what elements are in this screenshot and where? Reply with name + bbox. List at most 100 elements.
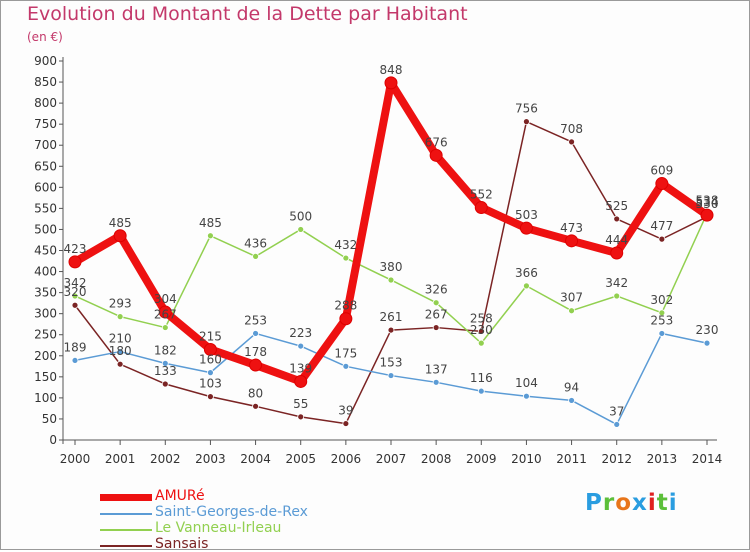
- data-label: 534: [696, 195, 719, 209]
- data-label: 436: [244, 236, 267, 250]
- data-point: [161, 324, 169, 331]
- data-point: [297, 342, 305, 350]
- y-tick-label: 50: [42, 412, 57, 426]
- data-point: [252, 252, 259, 260]
- y-tick-label: 100: [34, 391, 57, 405]
- y-tick-label: 550: [34, 201, 57, 215]
- data-label: 293: [109, 297, 132, 311]
- data-point: [700, 208, 714, 222]
- data-label: 756: [515, 102, 538, 116]
- data-point: [568, 307, 575, 315]
- x-tick-label: 2001: [105, 452, 136, 466]
- data-label: 366: [515, 266, 538, 280]
- x-tick-label: 2011: [556, 452, 587, 466]
- x-tick-label: 2013: [647, 452, 678, 466]
- x-tick-label: 2002: [150, 452, 181, 466]
- data-point: [252, 330, 259, 337]
- data-point: [568, 397, 575, 404]
- data-point: [477, 387, 485, 395]
- logo-letter: P: [585, 490, 603, 516]
- legend-swatch: [100, 494, 152, 501]
- data-point: [71, 292, 79, 300]
- x-tick-label: 2006: [331, 452, 362, 466]
- y-tick-label: 900: [34, 54, 57, 68]
- data-label: 133: [154, 364, 177, 378]
- data-point: [432, 378, 440, 386]
- data-label: 137: [425, 362, 448, 376]
- data-label: 230: [470, 323, 493, 337]
- data-point: [161, 359, 169, 367]
- data-label: 153: [380, 356, 403, 370]
- x-tick-label: 2003: [195, 452, 226, 466]
- data-label: 182: [154, 343, 177, 357]
- data-label: 253: [650, 313, 673, 327]
- data-point: [387, 326, 395, 334]
- data-point: [432, 299, 440, 307]
- logo-letter: i: [668, 490, 678, 516]
- data-label: 552: [470, 188, 493, 202]
- x-tick-label: 2008: [421, 452, 452, 466]
- x-tick-label: 2000: [60, 452, 91, 466]
- data-point: [297, 226, 305, 233]
- logo-letter: x: [632, 490, 648, 516]
- data-label: 55: [293, 397, 308, 411]
- x-tick-label: 2014: [692, 452, 723, 466]
- data-label: 160: [199, 353, 222, 367]
- data-point: [342, 254, 350, 262]
- data-label: 477: [650, 219, 673, 233]
- data-label: 432: [334, 238, 357, 252]
- data-point: [249, 358, 263, 372]
- legend-label: AMURé: [155, 488, 205, 504]
- y-tick-label: 300: [34, 307, 57, 321]
- data-label: 538: [696, 193, 719, 207]
- data-point: [207, 393, 214, 401]
- data-label: 444: [605, 233, 628, 247]
- legend-label: Sansais: [155, 536, 209, 552]
- data-point: [477, 327, 485, 335]
- data-point: [658, 309, 666, 317]
- data-label: 503: [515, 208, 538, 222]
- y-tick-label: 150: [34, 370, 57, 384]
- data-point: [342, 362, 350, 370]
- legend-swatch: [100, 545, 152, 547]
- data-label: 326: [425, 283, 448, 297]
- data-label: 94: [564, 380, 579, 394]
- data-point: [477, 339, 485, 347]
- data-label: 307: [560, 291, 583, 305]
- x-tick-label: 2007: [376, 452, 407, 466]
- data-point: [203, 342, 217, 356]
- y-tick-label: 600: [34, 180, 57, 194]
- data-label: 39: [338, 404, 353, 418]
- data-point: [161, 380, 169, 388]
- data-label: 178: [244, 345, 267, 359]
- x-tick-label: 2010: [511, 452, 542, 466]
- x-tick-label: 2009: [466, 452, 497, 466]
- x-tick-label: 2005: [285, 452, 316, 466]
- y-tick-label: 350: [34, 286, 57, 300]
- data-label: 223: [289, 326, 312, 340]
- data-point: [610, 246, 624, 260]
- logo-letter: i: [647, 490, 657, 516]
- data-point: [158, 305, 172, 319]
- data-label: 525: [605, 199, 628, 213]
- data-point: [71, 357, 79, 364]
- data-label: 380: [380, 260, 403, 274]
- y-tick-label: 800: [34, 96, 57, 110]
- logo-letter: t: [656, 490, 669, 516]
- data-point: [523, 282, 530, 290]
- data-point: [387, 372, 395, 379]
- chart-subtitle: (en €): [27, 30, 63, 44]
- data-label: 258: [470, 311, 493, 325]
- data-label: 104: [515, 376, 538, 390]
- data-label: 423: [64, 242, 87, 256]
- y-tick-label: 500: [34, 222, 57, 236]
- data-label: 80: [248, 386, 263, 400]
- data-label: 473: [560, 221, 583, 235]
- legend-swatch: [100, 513, 152, 515]
- y-tick-label: 0: [49, 433, 57, 447]
- data-label: 267: [154, 308, 177, 322]
- data-point: [384, 76, 398, 90]
- proxiti-logo: Proxiti: [585, 490, 678, 516]
